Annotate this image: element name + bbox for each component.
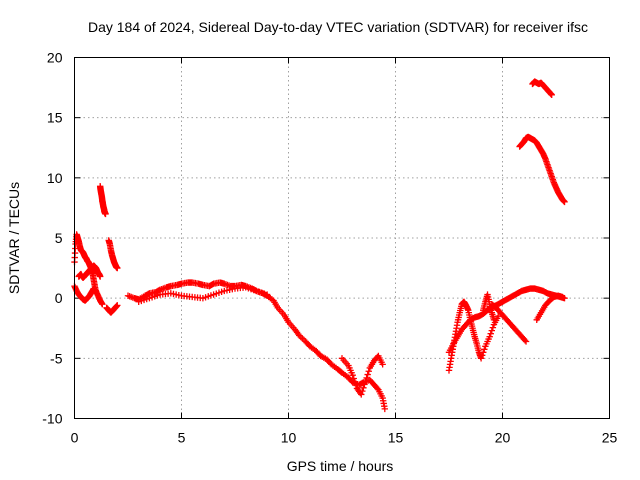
y-tick-label: 20	[47, 50, 63, 66]
data-point	[99, 300, 106, 308]
data-point	[102, 210, 109, 218]
y-tick-label: 0	[55, 290, 63, 306]
data-point	[381, 405, 388, 413]
grid	[74, 57, 610, 419]
data-point	[480, 349, 487, 356]
tick-labels: 0 5 10 15 20 25 -10 -5 0 5 10 15 20	[42, 50, 617, 446]
x-tick-label: 0	[71, 430, 79, 446]
data-point	[363, 374, 370, 382]
data-point	[561, 198, 568, 206]
data-point	[352, 381, 360, 389]
data-point	[350, 375, 357, 382]
plot-frame	[74, 57, 610, 419]
x-axis-label: GPS time / hours	[287, 458, 394, 474]
y-tick-label: 15	[47, 110, 63, 126]
data-point	[481, 346, 488, 353]
y-axis-label: SDTVAR / TECUs	[6, 182, 22, 294]
data-point	[488, 327, 495, 334]
data-point	[548, 91, 555, 99]
data-point	[360, 384, 367, 392]
data-points	[71, 78, 568, 413]
data-point	[263, 291, 271, 298]
data-point	[379, 361, 386, 368]
data-point	[489, 324, 497, 331]
data-point	[521, 337, 529, 344]
data-point	[487, 330, 494, 337]
data-point	[495, 313, 502, 320]
data-point	[351, 378, 359, 385]
data-point	[359, 387, 366, 395]
data-point	[559, 293, 566, 301]
x-tick-label: 15	[388, 430, 404, 446]
y-tick-label: 10	[47, 170, 63, 186]
x-tick-label: 10	[281, 430, 297, 446]
y-tick-label: -5	[50, 350, 63, 366]
x-tick-label: 5	[178, 430, 186, 446]
data-point	[349, 371, 356, 379]
x-tick-label: 25	[602, 430, 618, 446]
data-point	[361, 381, 368, 388]
data-point	[96, 273, 104, 280]
data-point	[358, 391, 365, 398]
data-point	[364, 371, 371, 378]
x-tick-label: 20	[495, 430, 511, 446]
data-point	[490, 316, 498, 324]
data-point	[365, 368, 372, 375]
y-tick-label: 5	[55, 230, 63, 246]
data-point	[374, 385, 381, 392]
y-tick-label: -10	[42, 411, 62, 427]
data-point	[114, 302, 121, 309]
data-point	[362, 377, 369, 385]
data-point	[486, 333, 493, 340]
data-point	[478, 352, 486, 359]
data-point	[477, 355, 485, 362]
chart-title: Day 184 of 2024, Sidereal Day-to-day VTE…	[88, 19, 588, 35]
data-point	[114, 264, 121, 272]
data-point	[522, 338, 530, 345]
